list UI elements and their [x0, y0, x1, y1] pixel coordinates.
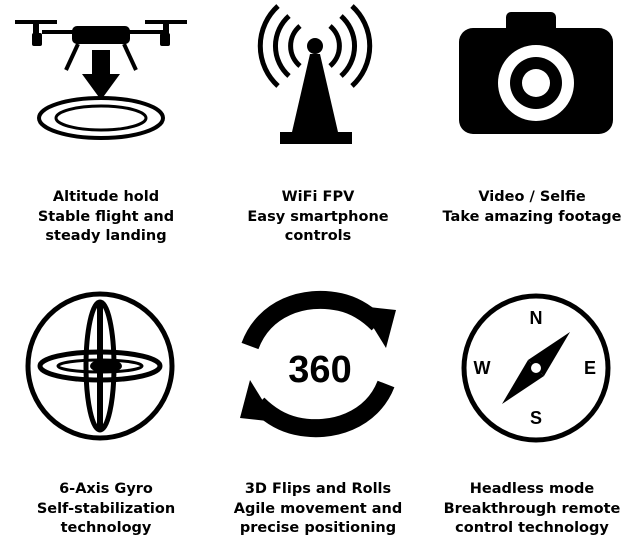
feature-3d-flips: 360 3D Flips and Rolls Agile movement an… — [212, 280, 424, 542]
feature-description-line: Take amazing footage — [442, 208, 622, 225]
feature-caption: WiFi FPV Easy smartphone controls — [212, 188, 424, 247]
feature-caption: 6-Axis Gyro Self-stabilization technolog… — [0, 480, 212, 539]
feature-description-line: precise positioning — [239, 520, 397, 536]
feature-description-line: steady landing — [45, 228, 167, 244]
feature-6-axis-gyro: 6-Axis Gyro Self-stabilization technolog… — [0, 280, 212, 542]
feature-description-line: Breakthrough remote — [443, 500, 621, 517]
feature-description-line: Stable flight and — [37, 208, 175, 225]
feature-video-selfie: Video / Selfie Take amazing footage — [426, 0, 638, 260]
feature-title: WiFi FPV — [281, 189, 355, 205]
drone-landing-icon — [15, 20, 187, 140]
feature-title: 6-Axis Gyro — [59, 481, 153, 497]
compass-north-label: N — [530, 308, 543, 328]
feature-caption: 3D Flips and Rolls Agile movement and pr… — [212, 480, 424, 539]
feature-title: 3D Flips and Rolls — [244, 481, 392, 497]
camera-icon — [459, 12, 613, 134]
gyro-icon — [25, 291, 175, 441]
feature-caption: Altitude hold Stable flight and steady l… — [0, 188, 212, 247]
feature-title: Video / Selfie — [478, 189, 586, 205]
rotate-360-label: 360 — [288, 349, 351, 391]
feature-description-line: Agile movement and — [233, 500, 403, 517]
compass-icon: N S E W — [461, 293, 611, 443]
feature-caption: Video / Selfie Take amazing footage — [426, 188, 638, 227]
feature-wifi-fpv: WiFi FPV Easy smartphone controls — [212, 0, 424, 260]
compass-east-label: E — [584, 358, 596, 378]
feature-description-line: controls — [284, 228, 352, 244]
feature-title: Headless mode — [469, 481, 595, 497]
feature-description-line: technology — [60, 520, 152, 536]
compass-west-label: W — [474, 358, 491, 378]
rotate-360-icon: 360 — [240, 290, 396, 438]
feature-altitude-hold: Altitude hold Stable flight and steady l… — [0, 0, 212, 260]
compass-south-label: S — [530, 408, 542, 428]
feature-description-line: Self-stabilization — [36, 500, 176, 517]
wifi-antenna-icon — [257, 4, 373, 144]
feature-description-line: Easy smartphone — [247, 208, 389, 225]
feature-headless-mode: N S E W Headless mode Breakthrough remot… — [426, 280, 638, 542]
feature-title: Altitude hold — [52, 189, 160, 205]
feature-caption: Headless mode Breakthrough remote contro… — [426, 480, 638, 539]
feature-description-line: control technology — [455, 520, 609, 536]
